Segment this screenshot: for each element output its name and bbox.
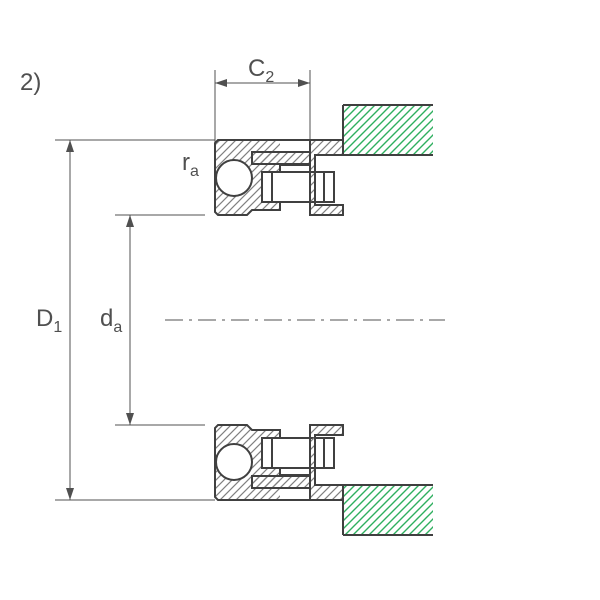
c2-main: C <box>248 55 265 82</box>
svg-text:D1: D1 <box>36 305 62 336</box>
ra-main: r <box>182 149 190 176</box>
bearing-section-top <box>215 140 343 215</box>
c2-sub: 2 <box>265 69 274 86</box>
svg-text:ra: ra <box>182 149 199 180</box>
figure-number-label: 2) <box>20 69 41 96</box>
da-sub: a <box>113 319 122 336</box>
label-ra: ra <box>182 149 199 180</box>
d1-main: D <box>36 305 53 332</box>
mounting-block-lower <box>343 485 433 535</box>
ra-sub: a <box>190 163 199 180</box>
mounting-block-upper <box>343 105 433 155</box>
svg-text:da: da <box>100 305 122 336</box>
d1-sub: 1 <box>53 319 62 336</box>
dimension-c2: C2 <box>215 55 310 150</box>
da-main: d <box>100 305 113 332</box>
dimension-D1: D1 <box>36 140 215 500</box>
svg-text:C2: C2 <box>248 55 274 86</box>
bearing-section-bottom <box>215 425 343 500</box>
